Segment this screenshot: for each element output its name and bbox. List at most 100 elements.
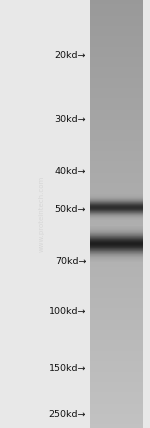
Bar — [90, 257, 142, 258]
Bar — [90, 254, 142, 255]
Bar — [90, 151, 142, 153]
Bar — [90, 34, 142, 36]
Bar — [90, 266, 142, 268]
Bar — [90, 253, 142, 254]
Bar — [90, 228, 142, 230]
Bar — [90, 211, 142, 212]
Bar — [90, 228, 142, 229]
Bar — [90, 392, 142, 394]
Bar — [90, 229, 142, 230]
Bar — [90, 227, 142, 228]
Bar — [90, 189, 142, 191]
Bar — [90, 362, 142, 364]
Bar — [90, 132, 142, 134]
Bar — [90, 303, 142, 305]
Bar — [90, 251, 142, 252]
Bar — [90, 97, 142, 98]
Bar — [90, 246, 142, 247]
Bar — [90, 41, 142, 43]
Bar — [90, 359, 142, 361]
Bar — [90, 128, 142, 130]
Bar — [90, 192, 142, 194]
Bar — [90, 199, 142, 201]
Bar — [90, 349, 142, 351]
Bar — [90, 260, 142, 261]
Bar — [90, 241, 142, 242]
Bar — [90, 233, 142, 234]
Bar — [90, 37, 142, 39]
Bar — [90, 149, 142, 151]
Bar — [90, 250, 142, 251]
Bar — [90, 313, 142, 315]
Bar — [90, 386, 142, 388]
Bar — [90, 215, 142, 216]
Bar — [90, 282, 142, 284]
Bar — [90, 218, 142, 220]
Bar — [90, 212, 142, 213]
Bar — [90, 195, 142, 197]
Bar — [90, 33, 142, 34]
Bar — [90, 358, 142, 360]
Bar — [90, 412, 142, 414]
Bar — [90, 154, 142, 155]
Bar — [90, 207, 142, 208]
Bar — [90, 78, 142, 80]
Bar — [90, 238, 142, 239]
Bar — [90, 248, 142, 249]
Text: 100kd→: 100kd→ — [49, 307, 86, 316]
Bar — [90, 234, 142, 235]
Bar — [90, 226, 142, 227]
Bar — [90, 231, 142, 232]
Bar — [90, 206, 142, 208]
Bar — [90, 296, 142, 298]
Bar — [90, 227, 142, 228]
Bar — [90, 199, 142, 200]
Bar — [90, 214, 142, 215]
Text: www.proteintech.com: www.proteintech.com — [39, 176, 45, 252]
Bar — [90, 343, 142, 345]
Bar — [90, 376, 142, 378]
Bar — [90, 238, 142, 240]
Bar — [90, 252, 142, 253]
Bar — [90, 148, 142, 150]
Bar — [90, 112, 142, 114]
Bar — [90, 247, 142, 248]
Bar — [90, 206, 142, 207]
Bar — [90, 250, 142, 251]
Bar — [90, 210, 142, 211]
Bar — [90, 145, 142, 147]
Bar — [90, 233, 142, 234]
Bar — [90, 345, 142, 347]
Bar — [90, 295, 142, 297]
Bar — [90, 197, 142, 198]
Bar — [90, 242, 142, 244]
Bar — [90, 232, 142, 233]
Bar — [90, 209, 142, 211]
Bar — [90, 207, 142, 208]
Bar — [90, 235, 142, 236]
Bar — [90, 107, 142, 108]
Bar — [90, 81, 142, 83]
Bar — [90, 299, 142, 301]
Bar — [90, 201, 142, 202]
Bar — [90, 127, 142, 128]
Bar — [90, 382, 142, 384]
Bar — [90, 278, 142, 279]
Bar — [90, 247, 142, 248]
Bar — [90, 234, 142, 235]
Bar — [90, 68, 142, 70]
Bar — [90, 94, 142, 95]
Bar — [90, 253, 142, 256]
Bar — [90, 230, 142, 231]
Bar — [90, 231, 142, 232]
Bar — [90, 169, 142, 171]
Bar — [90, 339, 142, 341]
Bar — [90, 302, 142, 304]
Bar — [90, 25, 142, 27]
Bar — [90, 208, 142, 209]
Bar — [90, 261, 142, 262]
Bar — [90, 108, 142, 110]
Bar — [90, 230, 142, 231]
Bar — [90, 243, 142, 244]
Bar — [90, 99, 142, 101]
